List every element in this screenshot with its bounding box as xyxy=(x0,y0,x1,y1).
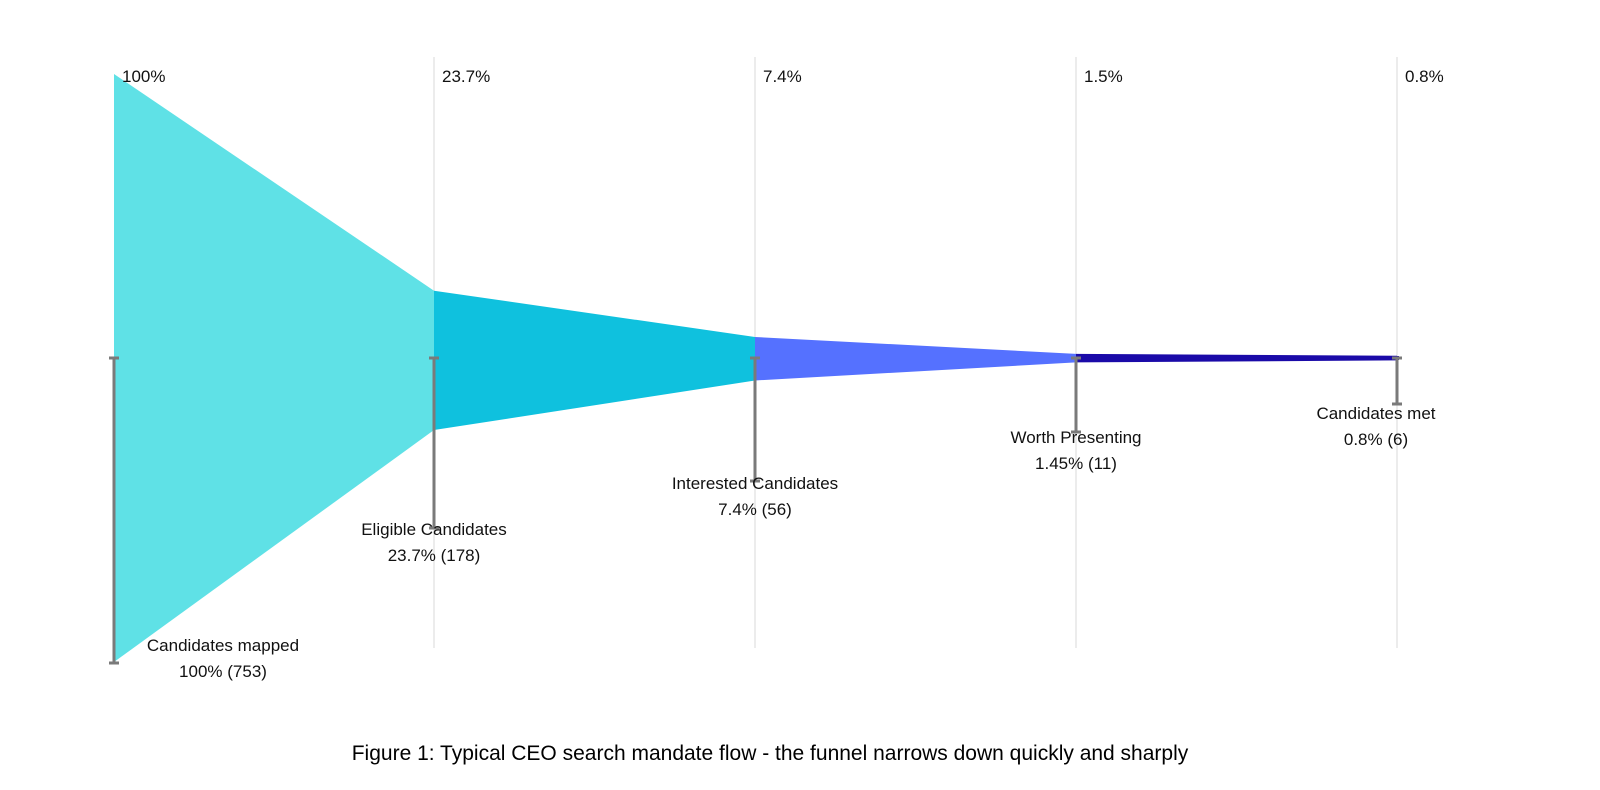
stage-name-label: Candidates mapped xyxy=(147,636,299,655)
funnel-band xyxy=(114,74,434,662)
stage-bracket xyxy=(750,356,760,483)
stage-brackets xyxy=(109,356,1402,665)
top-percent-label: 23.7% xyxy=(442,67,490,86)
stage-value-label: 7.4% (56) xyxy=(718,500,792,519)
stage-name-label: Interested Candidates xyxy=(672,474,838,493)
stage-name-label: Eligible Candidates xyxy=(361,520,507,539)
stage-name-label: Worth Presenting xyxy=(1010,428,1141,447)
stage-bracket xyxy=(1071,356,1081,434)
funnel-band xyxy=(755,336,1076,381)
top-percent-label: 0.8% xyxy=(1405,67,1444,86)
stage-bracket xyxy=(429,356,439,530)
stage-value-label: 23.7% (178) xyxy=(388,546,481,565)
figure-caption: Figure 1: Typical CEO search mandate flo… xyxy=(351,742,1189,765)
funnel-band xyxy=(1076,353,1397,363)
stage-bracket xyxy=(109,356,119,665)
stage-bracket xyxy=(1392,356,1402,406)
top-percent-label: 1.5% xyxy=(1084,67,1123,86)
funnel-band xyxy=(434,290,755,431)
top-percent-label: 100% xyxy=(122,67,165,86)
top-percent-label: 7.4% xyxy=(763,67,802,86)
stage-value-label: 1.45% (11) xyxy=(1035,454,1117,473)
labels: 100% 23.7% 7.4% 1.5% 0.8% Candidates mapped 10… xyxy=(122,67,1444,681)
funnel-chart: 100% 23.7% 7.4% 1.5% 0.8% Candidates mapped 10… xyxy=(109,57,1444,681)
funnel-bands xyxy=(114,74,1399,662)
stage-value-label: 0.8% (6) xyxy=(1344,430,1408,449)
stage-value-label: 100% (753) xyxy=(179,662,267,681)
stage-name-label: Candidates met xyxy=(1316,404,1435,423)
